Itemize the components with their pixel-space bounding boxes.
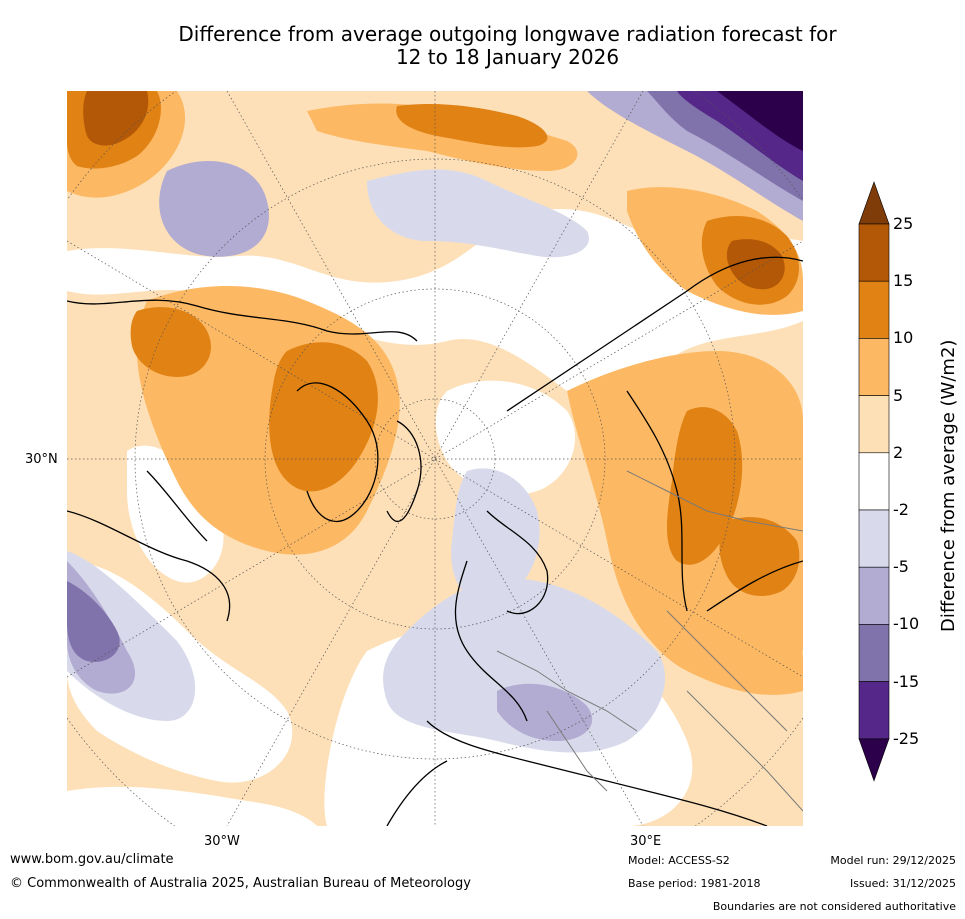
neutral-region-atlantic-south	[67, 786, 317, 826]
neg5-region-north-atlantic	[159, 161, 269, 257]
pos10-region-north	[396, 104, 548, 148]
footer-issued: Issued: 31/12/2025	[849, 877, 956, 890]
lat-label-30n: 30°N	[25, 452, 58, 467]
colorbar-arrow-below	[858, 738, 890, 782]
pos10-region-canada	[269, 342, 378, 492]
neg2-region-greenland-north	[367, 169, 589, 258]
pos15-region-northwest	[83, 91, 149, 146]
pos15-region-east-asia	[726, 239, 785, 290]
colorbar-tick-label: -15	[893, 671, 920, 691]
colorbar-block-2_5	[858, 395, 890, 454]
colorbar-tick-label: 15	[893, 271, 914, 291]
colorbar-tick-label: -2	[893, 500, 909, 519]
neg25-region-northeast	[717, 91, 803, 151]
country-borders	[496, 470, 803, 812]
colorbar-arrow-above	[858, 181, 890, 225]
colorbar-tick-label: -5	[893, 557, 909, 577]
neg5-region-balkans	[497, 683, 593, 741]
colorbar	[858, 181, 890, 782]
neg2-region-scandinavia	[451, 468, 540, 603]
colorbar-block-neg5_neg10	[858, 566, 890, 625]
colorbar-title: Difference from average (W/m2)	[938, 339, 959, 632]
neg10-region-west	[67, 581, 120, 662]
chart-title-line2: 12 to 18 January 2026	[395, 45, 620, 69]
pos10-region-siberia	[667, 407, 743, 565]
colorbar-tick-label: 10	[893, 328, 914, 348]
pos10-region-hudson	[130, 307, 211, 377]
colorbar-block-neg10_neg15	[858, 624, 890, 682]
colorbar-block-neg15_neg25	[858, 681, 890, 740]
pos5-region-north	[307, 103, 578, 171]
map-canvas	[67, 91, 803, 826]
colorbar-tick-label: -10	[893, 614, 920, 634]
footer-disclaimer: Boundaries are not considered authoritat…	[712, 900, 956, 913]
footer-copyright: © Commonwealth of Australia 2025, Austra…	[10, 876, 471, 891]
colorbar-tick-label: 5	[893, 385, 904, 405]
footer-model: Model: ACCESS-S2	[628, 854, 730, 867]
colorbar-tick-label: 2	[893, 442, 904, 462]
colorbar-tick-label: 25	[893, 214, 914, 233]
pos10-region-asia-southeast	[719, 517, 800, 596]
colorbar-block-15_25	[858, 223, 890, 282]
coastlines	[67, 256, 803, 826]
neutral-region-arctic	[435, 380, 576, 495]
lon-label-30w: 30°W	[204, 834, 240, 849]
colorbar-block-neg2_neg5	[858, 509, 890, 568]
footer-website: www.bom.gov.au/climate	[10, 852, 174, 867]
colorbar-tick-label: -25	[893, 728, 920, 748]
footer-model-run: Model run: 29/12/2025	[830, 854, 956, 867]
colorbar-block-neutral	[858, 452, 890, 511]
lon-label-30e: 30°E	[630, 834, 662, 849]
olr-anomaly-map	[67, 91, 803, 826]
graticule	[67, 91, 803, 826]
neg2-region-europe	[383, 578, 666, 753]
chart-title-line1: Difference from average outgoing longwav…	[178, 22, 837, 46]
footer-base-period: Base period: 1981-2018	[628, 877, 761, 890]
colorbar-block-10_15	[858, 280, 890, 339]
colorbar-block-5_10	[858, 338, 890, 396]
